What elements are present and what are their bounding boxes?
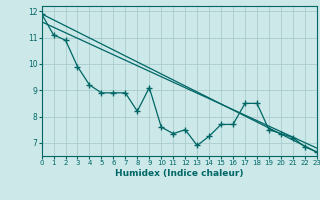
X-axis label: Humidex (Indice chaleur): Humidex (Indice chaleur) (115, 169, 244, 178)
